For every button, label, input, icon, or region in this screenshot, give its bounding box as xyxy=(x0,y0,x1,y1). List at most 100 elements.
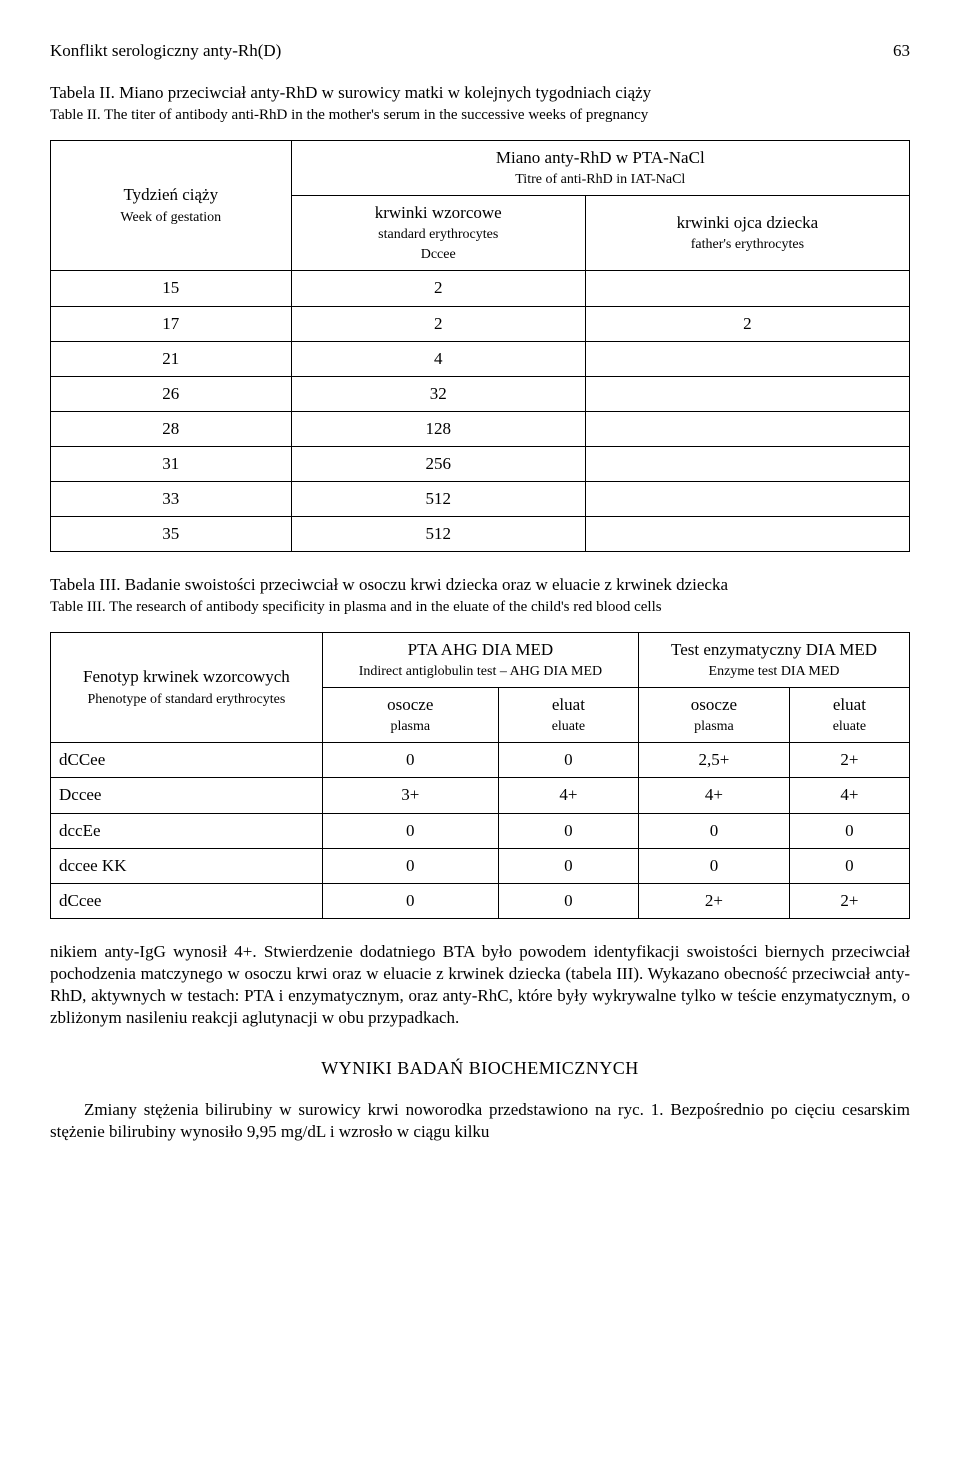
table-cell: 256 xyxy=(291,446,585,481)
table3-sub-osocze-b: osocze plasma xyxy=(639,688,790,743)
table-row: 33512 xyxy=(51,482,910,517)
table-cell: 31 xyxy=(51,446,292,481)
table2-th-std-pl: krwinki wzorcowe xyxy=(375,203,502,222)
table-cell: 4+ xyxy=(789,778,909,813)
table-cell: 17 xyxy=(51,306,292,341)
table-cell: 128 xyxy=(291,411,585,446)
cell-label: osocze xyxy=(691,695,737,714)
table-cell xyxy=(585,411,909,446)
table3-th-phenotype: Fenotyp krwinek wzorcowych Phenotype of … xyxy=(51,632,323,743)
table3-caption-en: Table III. The research of antibody spec… xyxy=(50,598,910,618)
table2-th-std-extra: Dccee xyxy=(300,246,577,264)
table-row: 28128 xyxy=(51,411,910,446)
table3-sub-eluat-a: eluat eluate xyxy=(498,688,638,743)
paragraph-1: nikiem anty-IgG wynosił 4+. Stwierdzenie… xyxy=(50,941,910,1029)
table-cell: 32 xyxy=(291,376,585,411)
table2-caption-pl: Tabela II. Miano przeciwciał anty-RhD w … xyxy=(50,82,910,104)
table-cell: 0 xyxy=(322,883,498,918)
table-cell: 2 xyxy=(585,306,909,341)
table-cell xyxy=(585,482,909,517)
table-row: dCCee002,5+2+ xyxy=(51,743,910,778)
table-cell: dCcee xyxy=(51,883,323,918)
cell-sub: eluate xyxy=(798,718,901,736)
table-cell: 4+ xyxy=(498,778,638,813)
table-cell: 0 xyxy=(639,848,790,883)
table-cell: Dccee xyxy=(51,778,323,813)
table-cell xyxy=(585,271,909,306)
table3-th-grpA-en: Indirect antiglobulin test – AHG DIA MED xyxy=(331,663,630,681)
cell-label: osocze xyxy=(387,695,433,714)
table-row: 214 xyxy=(51,341,910,376)
table-row: dccEe0000 xyxy=(51,813,910,848)
table-cell: 512 xyxy=(291,482,585,517)
table2: Tydzień ciąży Week of gestation Miano an… xyxy=(50,140,910,553)
table2-th-father-pl: krwinki ojca dziecka xyxy=(677,213,819,232)
table-cell: 4 xyxy=(291,341,585,376)
table3-th-grpB-en: Enzyme test DIA MED xyxy=(647,663,901,681)
table-row: 1722 xyxy=(51,306,910,341)
table-cell: 0 xyxy=(789,848,909,883)
table-cell: 0 xyxy=(498,848,638,883)
table-cell: 2,5+ xyxy=(639,743,790,778)
table3-sub-osocze-a: osocze plasma xyxy=(322,688,498,743)
table-row: Dccee3+4+4+4+ xyxy=(51,778,910,813)
table-cell: 26 xyxy=(51,376,292,411)
cell-label: eluat xyxy=(552,695,585,714)
table2-th-super-en: Titre of anti-RhD in IAT-NaCl xyxy=(300,171,901,189)
table3-th-phenotype-en: Phenotype of standard erythrocytes xyxy=(59,691,314,709)
table-row: dCcee002+2+ xyxy=(51,883,910,918)
table-cell: 512 xyxy=(291,517,585,552)
table-row: dccee KK0000 xyxy=(51,848,910,883)
table-cell: dccee KK xyxy=(51,848,323,883)
table2-th-father: krwinki ojca dziecka father's erythrocyt… xyxy=(585,195,909,270)
table-cell: 0 xyxy=(498,743,638,778)
table-cell: 0 xyxy=(322,848,498,883)
table2-th-super: Miano anty-RhD w PTA-NaCl Titre of anti-… xyxy=(291,140,909,195)
cell-sub: plasma xyxy=(331,718,490,736)
table-cell: 0 xyxy=(498,883,638,918)
table-cell xyxy=(585,341,909,376)
table-cell: 4+ xyxy=(639,778,790,813)
table-row: 152 xyxy=(51,271,910,306)
table2-th-week: Tydzień ciąży Week of gestation xyxy=(51,140,292,271)
cell-sub: eluate xyxy=(507,718,630,736)
table-cell: 2 xyxy=(291,271,585,306)
table-cell: 2 xyxy=(291,306,585,341)
table2-caption-en: Table II. The titer of antibody anti-RhD… xyxy=(50,106,910,126)
table-cell xyxy=(585,446,909,481)
table-cell: 0 xyxy=(322,813,498,848)
table3-th-grpA: PTA AHG DIA MED Indirect antiglobulin te… xyxy=(322,632,638,687)
cell-label: eluat xyxy=(833,695,866,714)
table-row: 31256 xyxy=(51,446,910,481)
table-cell: 15 xyxy=(51,271,292,306)
table-cell: dCCee xyxy=(51,743,323,778)
paragraph-2: Zmiany stężenia bilirubiny w surowicy kr… xyxy=(50,1099,910,1143)
table3: Fenotyp krwinek wzorcowych Phenotype of … xyxy=(50,632,910,919)
table-cell: 2+ xyxy=(789,743,909,778)
table3-caption-pl: Tabela III. Badanie swoistości przeciwci… xyxy=(50,574,910,596)
table2-th-week-pl: Tydzień ciąży xyxy=(123,185,218,204)
table-cell: 28 xyxy=(51,411,292,446)
table-cell xyxy=(585,517,909,552)
table3-th-grpB-pl: Test enzymatyczny DIA MED xyxy=(671,640,877,659)
table3-th-grpB: Test enzymatyczny DIA MED Enzyme test DI… xyxy=(639,632,910,687)
running-header: Konflikt serologiczny anty-Rh(D) 63 xyxy=(50,40,910,62)
cell-sub: plasma xyxy=(647,718,781,736)
table2-th-std-en: standard erythrocytes xyxy=(300,226,577,244)
table-cell xyxy=(585,376,909,411)
table-cell: 0 xyxy=(639,813,790,848)
table-cell: 35 xyxy=(51,517,292,552)
table-cell: 21 xyxy=(51,341,292,376)
table-cell: 0 xyxy=(498,813,638,848)
table-cell: 2+ xyxy=(639,883,790,918)
table2-th-super-pl: Miano anty-RhD w PTA-NaCl xyxy=(496,148,705,167)
table3-th-phenotype-pl: Fenotyp krwinek wzorcowych xyxy=(83,667,290,686)
table-cell: dccEe xyxy=(51,813,323,848)
table2-th-std: krwinki wzorcowe standard erythrocytes D… xyxy=(291,195,585,270)
page-number: 63 xyxy=(893,40,910,62)
table-row: 2632 xyxy=(51,376,910,411)
table-cell: 0 xyxy=(322,743,498,778)
table-cell: 2+ xyxy=(789,883,909,918)
table3-th-grpA-pl: PTA AHG DIA MED xyxy=(408,640,554,659)
table-cell: 0 xyxy=(789,813,909,848)
